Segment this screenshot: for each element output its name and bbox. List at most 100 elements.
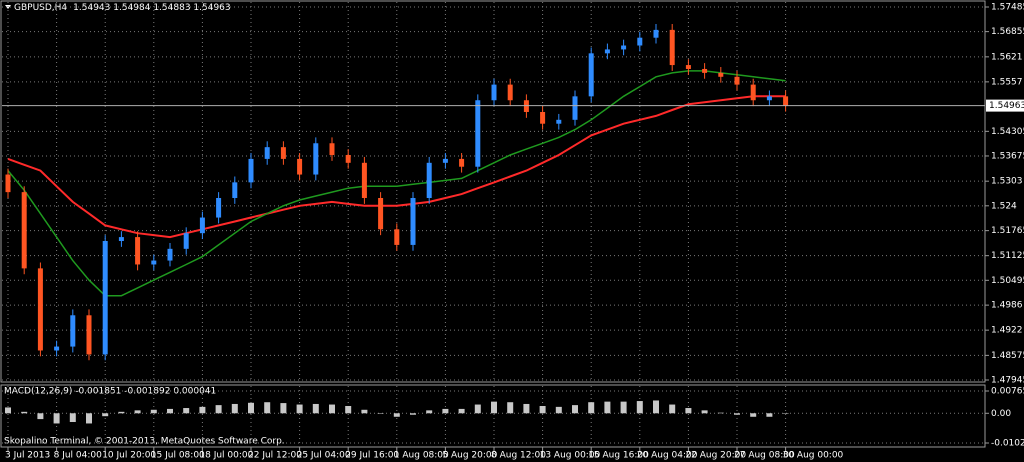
x-tick-label: 29 Jul 16:00 <box>345 451 399 461</box>
candle-body <box>183 233 189 249</box>
y-tick-label: 0.00 <box>991 409 1011 419</box>
y-tick-label: 1.5303 <box>991 177 1023 187</box>
price-panel-frame <box>0 0 986 383</box>
y-tick-label: 1.4922 <box>991 326 1023 336</box>
candle-body <box>345 154 351 163</box>
x-tick-label: 13 Aug 00:00 <box>540 451 601 461</box>
macd-bar <box>280 403 287 414</box>
macd-bar <box>329 404 335 414</box>
candle-body <box>361 162 367 198</box>
macd-bar <box>588 402 595 414</box>
macd-bar <box>734 413 740 415</box>
candle-body <box>475 100 481 167</box>
candle-body <box>442 158 448 163</box>
macd-bar <box>264 402 271 414</box>
candle-body <box>718 72 724 77</box>
candle-body <box>523 100 529 112</box>
candle-body <box>151 260 157 265</box>
candle-body <box>21 192 27 269</box>
x-tick-label: 30 Aug 00:00 <box>783 451 844 461</box>
candle-body <box>540 111 546 124</box>
y-tick-label: 1.50495 <box>991 276 1024 286</box>
candle-body <box>685 65 691 69</box>
candle-body <box>572 96 578 120</box>
x-tick-label: 3 Jul 2013 <box>5 451 50 461</box>
candle-body <box>118 237 124 242</box>
candle-body <box>199 217 205 234</box>
macd-bar <box>766 413 773 417</box>
symbol-title: GBPUSD,H4 <box>14 3 67 13</box>
y-tick-label: 1.4986 <box>991 301 1023 311</box>
candle-body <box>280 147 286 159</box>
macd-bar <box>410 413 416 415</box>
candle-body <box>86 315 92 355</box>
x-tick-label: 20 Aug 04:00 <box>637 451 698 461</box>
macd-bar <box>669 404 676 414</box>
macd-bar <box>215 405 222 414</box>
candle-body <box>604 49 610 54</box>
candle-body <box>313 143 319 175</box>
macd-bar <box>345 405 352 414</box>
candle-body <box>135 237 141 265</box>
y-tick-label: 1.53675 <box>991 151 1024 161</box>
y-tick-label: 0.007653 <box>991 387 1024 397</box>
macd-bar <box>507 402 514 414</box>
candle-body <box>378 197 384 230</box>
x-tick-label: 18 Jul 00:00 <box>199 451 253 461</box>
candle-body <box>102 241 108 355</box>
macd-bar <box>183 408 190 414</box>
moving-average <box>7 70 786 297</box>
macd-bar <box>102 413 109 417</box>
x-tick-label: 15 Jul 08:00 <box>151 451 205 461</box>
candle-body <box>5 174 11 193</box>
candle-body <box>588 53 594 97</box>
candle-body <box>459 158 465 167</box>
macd-bar <box>750 413 757 417</box>
y-tick-label: 1.51125 <box>991 251 1024 261</box>
macd-bar <box>21 411 28 414</box>
macd-bar <box>167 408 173 414</box>
macd-bar <box>5 407 11 414</box>
candle-body <box>750 84 756 101</box>
x-tick-label: 25 Jul 04:00 <box>297 451 351 461</box>
macd-bar <box>458 408 465 414</box>
candle-body <box>734 76 740 85</box>
macd-bar <box>199 406 206 414</box>
macd-bar <box>37 413 44 420</box>
candle-body <box>329 143 335 155</box>
y-tick-label: 1.57485 <box>991 3 1024 13</box>
x-tick-label: 15 Aug 16:00 <box>588 451 649 461</box>
macd-panel-frame <box>0 384 986 448</box>
macd-bar <box>118 411 125 414</box>
macd-bar <box>523 403 530 414</box>
macd-bar <box>86 413 92 424</box>
candle-body <box>507 84 513 101</box>
macd-bar <box>442 408 449 414</box>
candle-body <box>426 162 432 198</box>
macd-bar <box>491 401 497 414</box>
macd-bar <box>231 403 238 414</box>
macd-bar <box>248 402 254 414</box>
y-tick-label: 1.56855 <box>991 27 1024 37</box>
x-tick-label: 22 Aug 20:00 <box>685 451 746 461</box>
macd-bar <box>312 403 319 414</box>
macd-bar <box>474 404 481 414</box>
candle-body <box>653 29 659 38</box>
macd-bar <box>53 413 60 424</box>
candle-body <box>54 346 60 351</box>
copyright-footer: Skopalino Terminal, © 2001-2013, MetaQuo… <box>4 437 285 447</box>
macd-bar <box>393 413 400 417</box>
candle-body <box>248 158 254 183</box>
candle-body <box>297 158 303 175</box>
candle-body <box>37 268 43 351</box>
macd-bar <box>377 413 384 414</box>
candle-body <box>621 45 627 50</box>
y-tick-label: 1.48575 <box>991 351 1024 361</box>
macd-bar <box>653 400 659 414</box>
current-price-box <box>986 99 1024 112</box>
x-tick-label: 27 Aug 08:00 <box>734 451 795 461</box>
macd-bar <box>604 401 611 414</box>
macd-bar <box>69 413 76 423</box>
macd-bar <box>539 405 546 414</box>
y-tick-label: 1.5557 <box>991 77 1023 87</box>
